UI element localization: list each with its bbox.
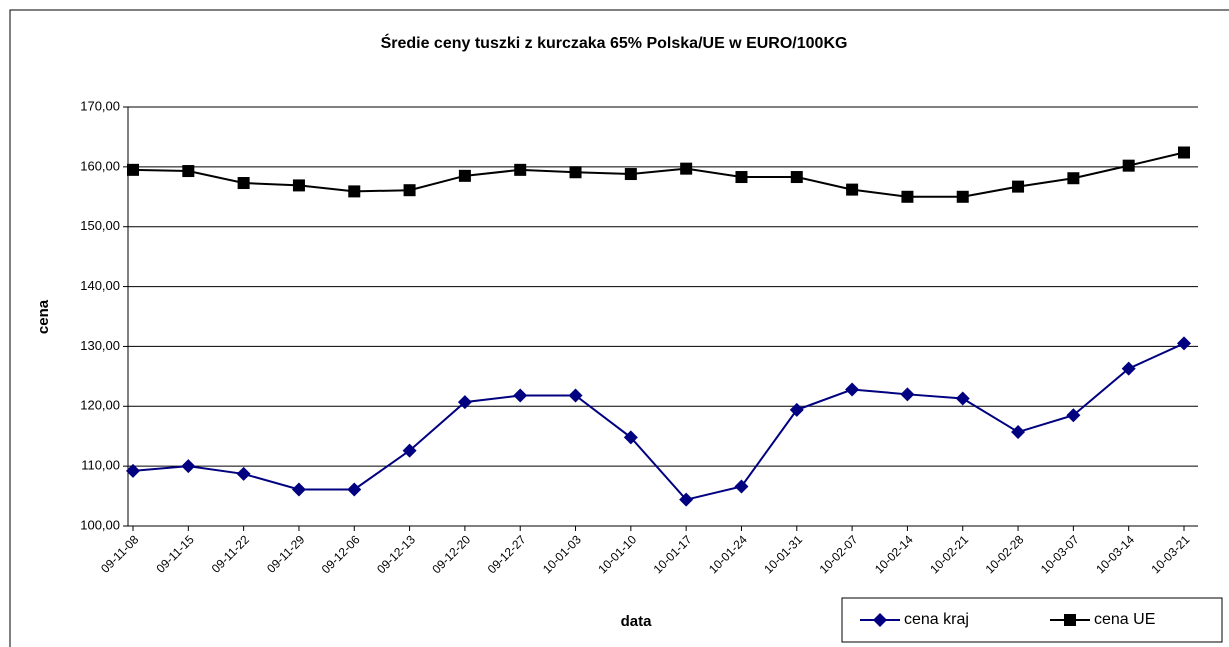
data-point [514,163,527,176]
data-point [735,171,748,184]
chart-title: Średie ceny tuszki z kurczaka 65% Polska… [381,33,848,52]
y-tick-label: 170,00 [80,98,120,113]
legend-marker [873,613,887,627]
data-point [900,387,915,402]
chart-border [9,9,1229,647]
legend-label: cena UE [1094,611,1155,628]
y-tick-label: 110,00 [81,458,120,473]
y-tick-label: 100,00 [80,517,120,532]
y-tick-label: 140,00 [80,278,120,293]
legend-label: cena kraj [904,611,969,628]
data-point [236,466,251,481]
legend-box [841,597,1223,643]
data-point [403,184,416,197]
data-point [291,482,306,497]
data-point [846,183,859,196]
x-axis-label: data [621,613,653,630]
data-point [901,190,914,203]
y-tick-label: 150,00 [80,218,120,233]
series-line [132,342,1185,501]
y-tick-label: 160,00 [80,158,120,173]
data-point [624,168,637,181]
data-point [1011,425,1026,440]
data-point [292,179,305,192]
data-point [237,177,250,190]
data-point [790,171,803,184]
y-axis-label: cena [35,299,52,334]
data-point [181,459,196,474]
data-point [1178,146,1190,159]
data-point [348,185,361,198]
data-point [680,162,693,175]
data-point [1067,172,1080,185]
data-point [457,395,472,410]
y-tick-label: 120,00 [80,398,120,413]
data-point [402,443,417,458]
data-point [182,165,195,178]
data-point [789,402,804,417]
data-point [513,388,528,403]
data-point [623,430,638,445]
data-point [679,492,694,507]
y-tick-label: 130,00 [80,338,120,353]
data-point [845,382,860,397]
data-point [1177,336,1191,351]
data-point [1012,180,1025,193]
data-point [956,190,969,203]
data-point [1122,159,1135,172]
data-point [955,391,970,406]
data-point [1121,361,1136,376]
data-point [568,388,583,403]
data-point [347,482,362,497]
data-point [127,163,139,176]
data-point [126,463,140,478]
data-point [734,479,749,494]
series-line [132,151,1185,198]
legend-marker [1064,614,1076,626]
data-point [458,169,471,182]
data-point [1066,408,1081,423]
data-point [569,166,582,179]
